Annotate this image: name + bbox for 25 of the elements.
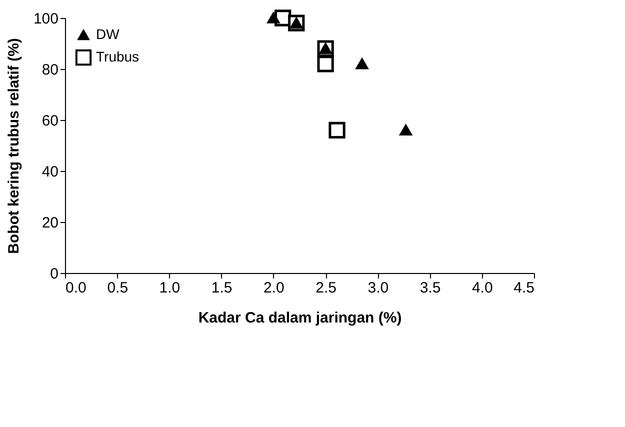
legend-label: DW	[96, 26, 120, 42]
y-tick-label: 20	[42, 214, 58, 232]
x-tick-label: 2.5	[316, 280, 336, 296]
point	[328, 122, 346, 139]
y-tick-label: 0	[50, 266, 58, 282]
y-tick-label: 60	[42, 112, 58, 130]
y-tick-label: 40	[42, 164, 58, 180]
x-tick-label: 0.0	[66, 280, 86, 296]
x-tick-label: 4.5	[514, 280, 534, 296]
x-tick-label: 1.5	[211, 280, 232, 296]
legend-label: Trubus	[96, 48, 140, 64]
y-tick-label: 80	[42, 62, 58, 78]
x-tick-label: 3.0	[368, 280, 389, 296]
point	[356, 58, 368, 70]
point	[267, 12, 280, 24]
point	[400, 124, 412, 136]
y-axis-title: Bobot kering trubus relatif (%)	[5, 38, 22, 254]
x-tick-label: 2.0	[264, 280, 284, 296]
point	[317, 56, 334, 72]
x-axis-title: Kadar Ca dalam jaringan (%)	[198, 310, 402, 326]
x-tick-label: 0.5	[107, 280, 128, 296]
x-tick-label: 4.0	[472, 280, 493, 296]
x-tick-label: 3.5	[420, 280, 441, 296]
y-tick-label: 100	[33, 10, 58, 28]
x-tick-label: 1.0	[159, 280, 180, 296]
